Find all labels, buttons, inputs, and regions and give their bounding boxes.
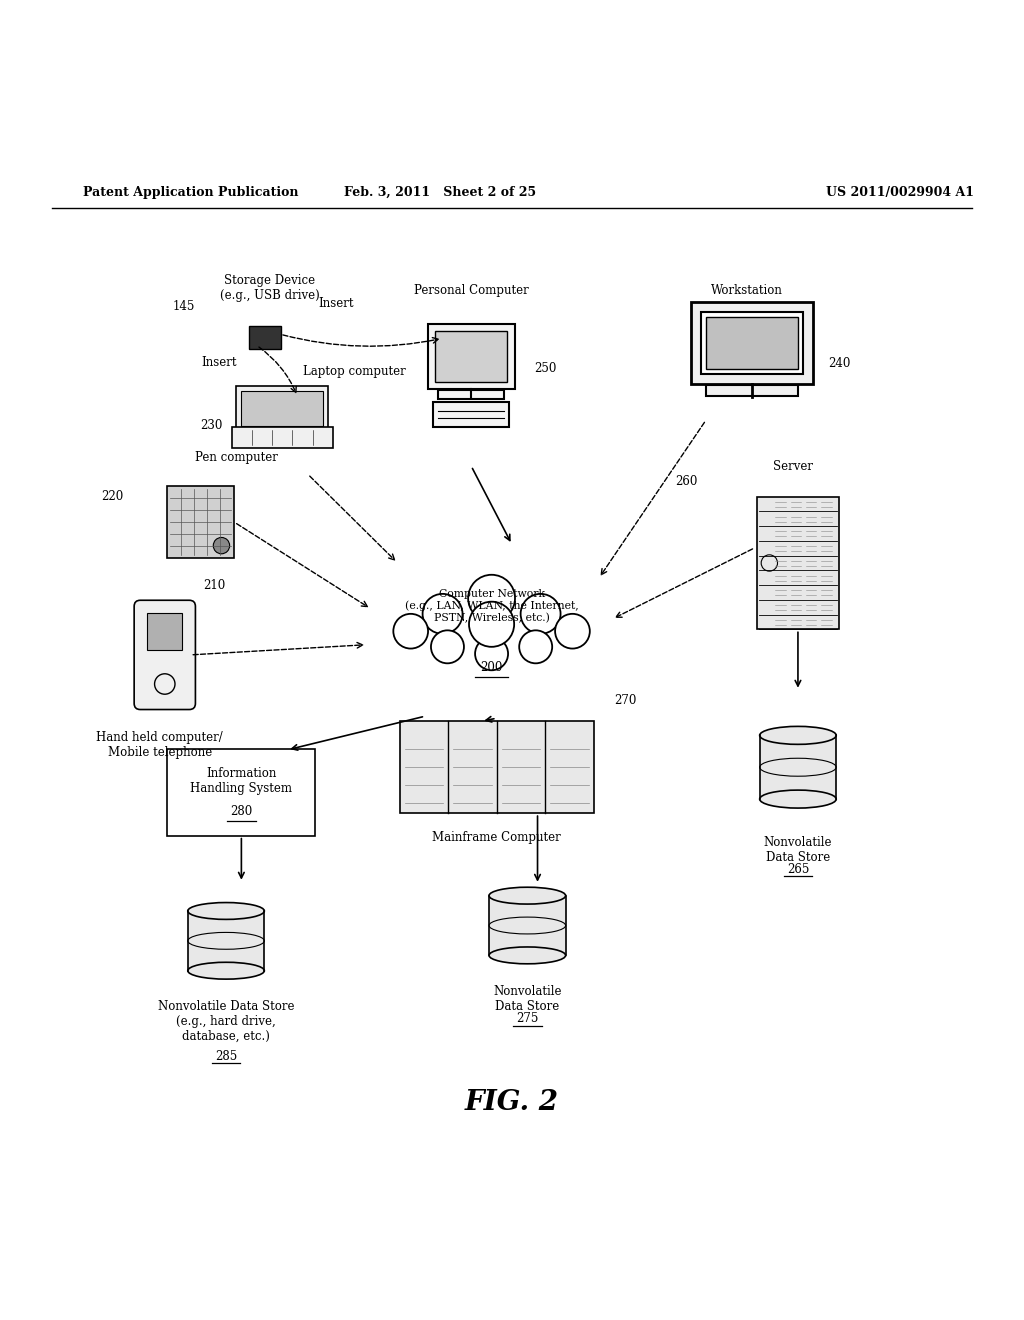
Bar — [433, 403, 510, 426]
Bar — [435, 331, 508, 381]
Text: 230: 230 — [201, 418, 223, 432]
Text: Nonvolatile Data Store
(e.g., hard drive,
database, etc.): Nonvolatile Data Store (e.g., hard drive… — [158, 1001, 294, 1043]
Circle shape — [555, 614, 590, 648]
Bar — [167, 486, 233, 558]
Bar — [147, 614, 182, 649]
Text: 280: 280 — [230, 805, 253, 817]
Text: Workstation: Workstation — [711, 285, 783, 297]
Ellipse shape — [187, 903, 264, 920]
Bar — [428, 323, 514, 389]
Text: US 2011/0029904 A1: US 2011/0029904 A1 — [826, 186, 974, 199]
Text: Mainframe Computer: Mainframe Computer — [432, 830, 561, 843]
Circle shape — [475, 638, 508, 671]
Text: Server: Server — [773, 461, 813, 473]
Bar — [399, 721, 594, 813]
Bar — [706, 317, 798, 368]
Text: Laptop computer: Laptop computer — [303, 366, 406, 378]
Text: 200: 200 — [480, 660, 503, 673]
Bar — [700, 312, 803, 374]
Text: Personal Computer: Personal Computer — [414, 285, 528, 297]
Text: 250: 250 — [535, 363, 557, 375]
Bar — [706, 384, 798, 396]
Text: Feb. 3, 2011   Sheet 2 of 25: Feb. 3, 2011 Sheet 2 of 25 — [344, 186, 537, 199]
Text: Information
Handling System: Information Handling System — [190, 767, 293, 795]
Ellipse shape — [489, 887, 565, 904]
Bar — [249, 326, 282, 348]
Text: FIG. 2: FIG. 2 — [465, 1089, 559, 1115]
Bar — [438, 389, 505, 399]
Text: 270: 270 — [614, 694, 637, 708]
Text: Insert: Insert — [201, 356, 237, 368]
Circle shape — [519, 631, 552, 664]
Circle shape — [393, 614, 428, 648]
Text: Hand held computer/
Mobile telephone: Hand held computer/ Mobile telephone — [96, 731, 223, 759]
Text: 220: 220 — [101, 490, 124, 503]
Text: Computer Network
(e.g., LAN, WLAN, the Internet,
PSTN, Wireless, etc.): Computer Network (e.g., LAN, WLAN, the I… — [404, 589, 579, 623]
Circle shape — [468, 574, 515, 622]
Text: Pen computer: Pen computer — [196, 451, 279, 463]
Circle shape — [213, 537, 229, 554]
Text: Patent Application Publication: Patent Application Publication — [83, 186, 299, 199]
Bar — [760, 735, 837, 799]
Text: 210: 210 — [204, 579, 226, 591]
Circle shape — [423, 594, 463, 634]
Text: Storage Device
(e.g., USB drive): Storage Device (e.g., USB drive) — [220, 273, 319, 301]
Text: Nonvolatile
Data Store: Nonvolatile Data Store — [494, 985, 561, 1012]
Bar — [167, 750, 315, 836]
Bar — [187, 911, 264, 970]
Text: 265: 265 — [786, 863, 809, 876]
Ellipse shape — [187, 962, 264, 979]
Circle shape — [431, 631, 464, 664]
Bar — [757, 496, 839, 630]
Text: 240: 240 — [828, 358, 851, 371]
Bar — [242, 392, 324, 426]
Text: Insert: Insert — [318, 297, 354, 310]
Bar — [231, 428, 333, 447]
Bar — [489, 896, 565, 956]
Circle shape — [520, 594, 560, 634]
Text: 285: 285 — [215, 1051, 238, 1063]
Bar — [691, 301, 813, 384]
FancyBboxPatch shape — [134, 601, 196, 710]
Text: Nonvolatile
Data Store: Nonvolatile Data Store — [764, 836, 833, 863]
Text: 260: 260 — [676, 475, 698, 488]
Circle shape — [469, 602, 514, 647]
Ellipse shape — [489, 946, 565, 964]
Bar — [237, 387, 328, 432]
Text: 145: 145 — [173, 300, 196, 313]
Ellipse shape — [760, 791, 837, 808]
Text: 275: 275 — [516, 1012, 539, 1026]
Ellipse shape — [760, 726, 837, 744]
